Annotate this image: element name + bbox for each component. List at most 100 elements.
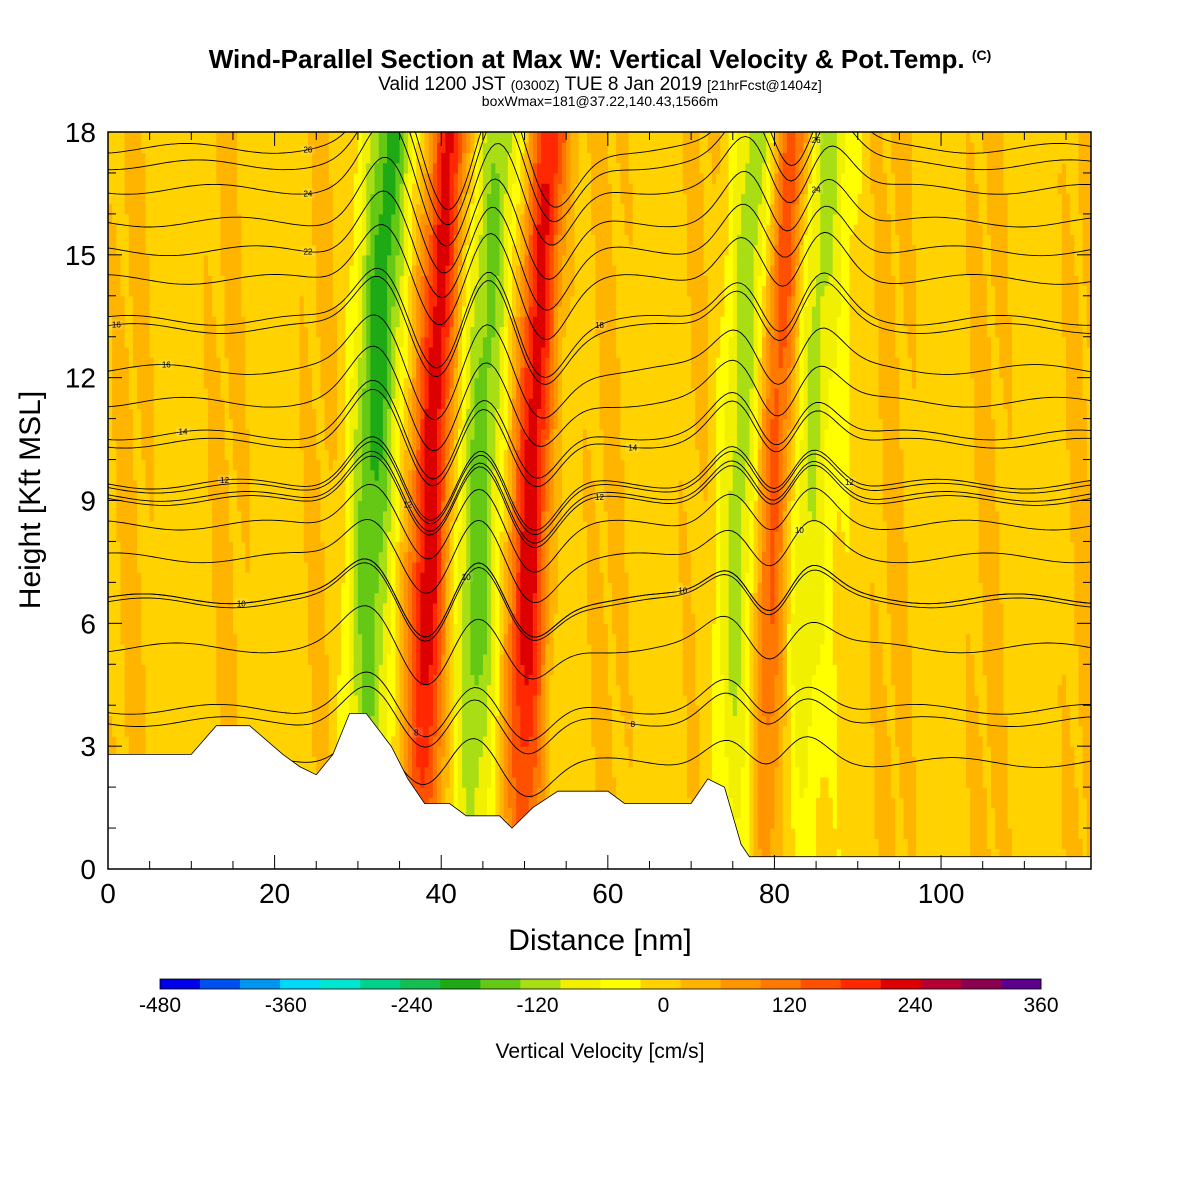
velocity-cell — [228, 510, 234, 522]
velocity-cell — [320, 459, 326, 471]
velocity-cell — [299, 203, 305, 215]
velocity-cell — [320, 500, 326, 512]
velocity-cell — [282, 469, 288, 481]
velocity-cell — [349, 398, 355, 409]
velocity-cell — [232, 193, 238, 205]
velocity-cell — [320, 265, 326, 276]
velocity-cell — [312, 377, 317, 389]
velocity-cell — [332, 469, 338, 481]
velocity-cell — [191, 582, 197, 594]
velocity-cell — [370, 142, 376, 154]
velocity-cell — [324, 213, 330, 225]
velocity-cell — [295, 387, 301, 399]
velocity-cell — [178, 572, 184, 583]
velocity-cell — [132, 336, 138, 348]
velocity-cell — [370, 684, 376, 696]
velocity-cell — [116, 449, 122, 461]
velocity-cell — [278, 623, 284, 635]
velocity-cell — [253, 602, 259, 614]
velocity-cell — [337, 224, 342, 235]
velocity-cell — [170, 572, 176, 583]
velocity-cell — [191, 132, 197, 143]
velocity-cell — [262, 725, 267, 737]
velocity-cell — [307, 152, 313, 164]
velocity-cell — [366, 428, 372, 440]
velocity-cell — [157, 674, 163, 686]
velocity-cell — [153, 387, 159, 399]
velocity-cell — [245, 275, 251, 287]
velocity-cell — [257, 326, 263, 338]
velocity-cell — [170, 285, 176, 297]
velocity-cell — [345, 265, 351, 276]
velocity-cell — [237, 162, 242, 174]
velocity-cell — [253, 377, 259, 389]
velocity-cell — [149, 326, 155, 338]
velocity-cell — [345, 387, 351, 399]
velocity-cell — [274, 132, 280, 143]
velocity-cell — [353, 162, 359, 174]
velocity-cell — [266, 531, 272, 543]
velocity-cell — [387, 551, 392, 563]
velocity-cell — [182, 377, 188, 389]
velocity-cell — [241, 306, 247, 317]
velocity-cell — [316, 582, 322, 594]
velocity-cell — [295, 582, 301, 594]
velocity-cell — [178, 357, 184, 369]
velocity-cell — [320, 490, 326, 502]
velocity-cell — [224, 633, 230, 645]
velocity-cell — [278, 746, 284, 758]
velocity-cell — [282, 664, 288, 676]
velocity-cell — [282, 224, 288, 235]
velocity-cell — [108, 387, 113, 399]
velocity-cell — [170, 480, 176, 491]
velocity-cell — [328, 572, 334, 583]
velocity-cell — [307, 285, 313, 297]
velocity-cell — [141, 203, 147, 215]
velocity-cell — [262, 602, 267, 614]
velocity-cell — [287, 664, 292, 676]
velocity-cell — [370, 561, 376, 573]
velocity-cell — [312, 561, 317, 573]
velocity-cell — [141, 275, 147, 287]
velocity-cell — [174, 592, 180, 604]
velocity-cell — [278, 459, 284, 471]
velocity-cell — [162, 326, 167, 338]
velocity-cell — [320, 224, 326, 235]
velocity-cell — [187, 541, 192, 553]
velocity-cell — [166, 224, 172, 235]
velocity-cell — [362, 162, 367, 174]
velocity-cell — [195, 193, 201, 205]
velocity-cell — [199, 469, 205, 481]
velocity-cell — [353, 377, 359, 389]
velocity-cell — [366, 316, 372, 328]
velocity-cell — [157, 183, 163, 195]
velocity-cell — [270, 387, 276, 399]
velocity-cell — [374, 244, 380, 256]
velocity-cell — [249, 582, 255, 594]
velocity-cell — [282, 449, 288, 461]
velocity-cell — [295, 172, 301, 184]
velocity-cell — [203, 449, 209, 461]
velocity-cell — [128, 244, 134, 256]
velocity-cell — [153, 633, 159, 645]
velocity-cell — [374, 531, 380, 543]
velocity-cell — [312, 602, 317, 614]
velocity-cell — [232, 254, 238, 266]
velocity-cell — [187, 418, 192, 430]
velocity-cell — [287, 367, 292, 379]
velocity-cell — [207, 265, 213, 276]
velocity-cell — [387, 387, 392, 399]
velocity-cell — [191, 367, 197, 379]
velocity-cell — [337, 439, 342, 450]
velocity-cell — [320, 183, 326, 195]
velocity-cell — [341, 387, 347, 399]
velocity-cell — [199, 336, 205, 348]
velocity-cell — [357, 295, 363, 307]
velocity-cell — [299, 265, 305, 276]
velocity-cell — [253, 480, 259, 491]
velocity-cell — [291, 715, 297, 727]
velocity-cell — [287, 735, 292, 747]
velocity-cell — [245, 480, 251, 491]
velocity-cell — [391, 572, 397, 583]
velocity-cell — [116, 295, 122, 307]
